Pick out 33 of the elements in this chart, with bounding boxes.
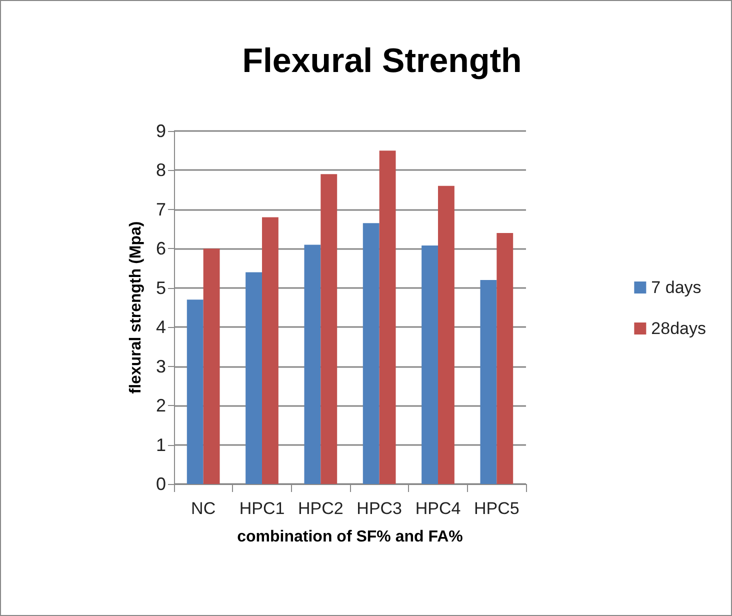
y-tick-label: 7	[156, 199, 166, 220]
bar	[304, 244, 321, 484]
y-axis-title: flexural strength (Mpa)	[128, 221, 144, 394]
x-axis-title: combination of SF% and FA%	[237, 528, 463, 546]
chart-title: Flexural Strength	[242, 42, 522, 80]
y-tick-label: 5	[156, 278, 166, 298]
x-tick-label: NC	[191, 499, 216, 518]
x-tick-label: HPC5	[474, 499, 520, 518]
y-tick-label: 6	[156, 238, 166, 259]
x-tick-label: HPC1	[239, 499, 285, 518]
y-tick-label: 2	[156, 396, 166, 416]
legend-label: 28days	[651, 319, 706, 338]
bar	[186, 300, 204, 484]
y-tick-label: 4	[156, 317, 166, 338]
y-tick-label: 1	[156, 434, 166, 455]
bar	[496, 232, 514, 484]
y-tick-label: 3	[156, 356, 166, 376]
y-tick-label: 0	[156, 474, 166, 494]
bar	[480, 280, 497, 484]
bar	[262, 217, 278, 484]
bar	[246, 272, 262, 484]
bar	[379, 150, 396, 484]
bar	[362, 223, 380, 484]
bar	[320, 174, 338, 484]
bar	[422, 246, 438, 484]
bar	[203, 248, 220, 484]
legend-label: 7 days	[651, 278, 702, 297]
y-tick-label: 9	[156, 121, 166, 141]
x-tick-label: HPC3	[356, 499, 402, 518]
y-tick-label: 8	[156, 160, 166, 180]
x-tick-label: HPC4	[415, 499, 461, 518]
bar	[438, 186, 454, 484]
x-tick-label: HPC2	[298, 499, 344, 518]
